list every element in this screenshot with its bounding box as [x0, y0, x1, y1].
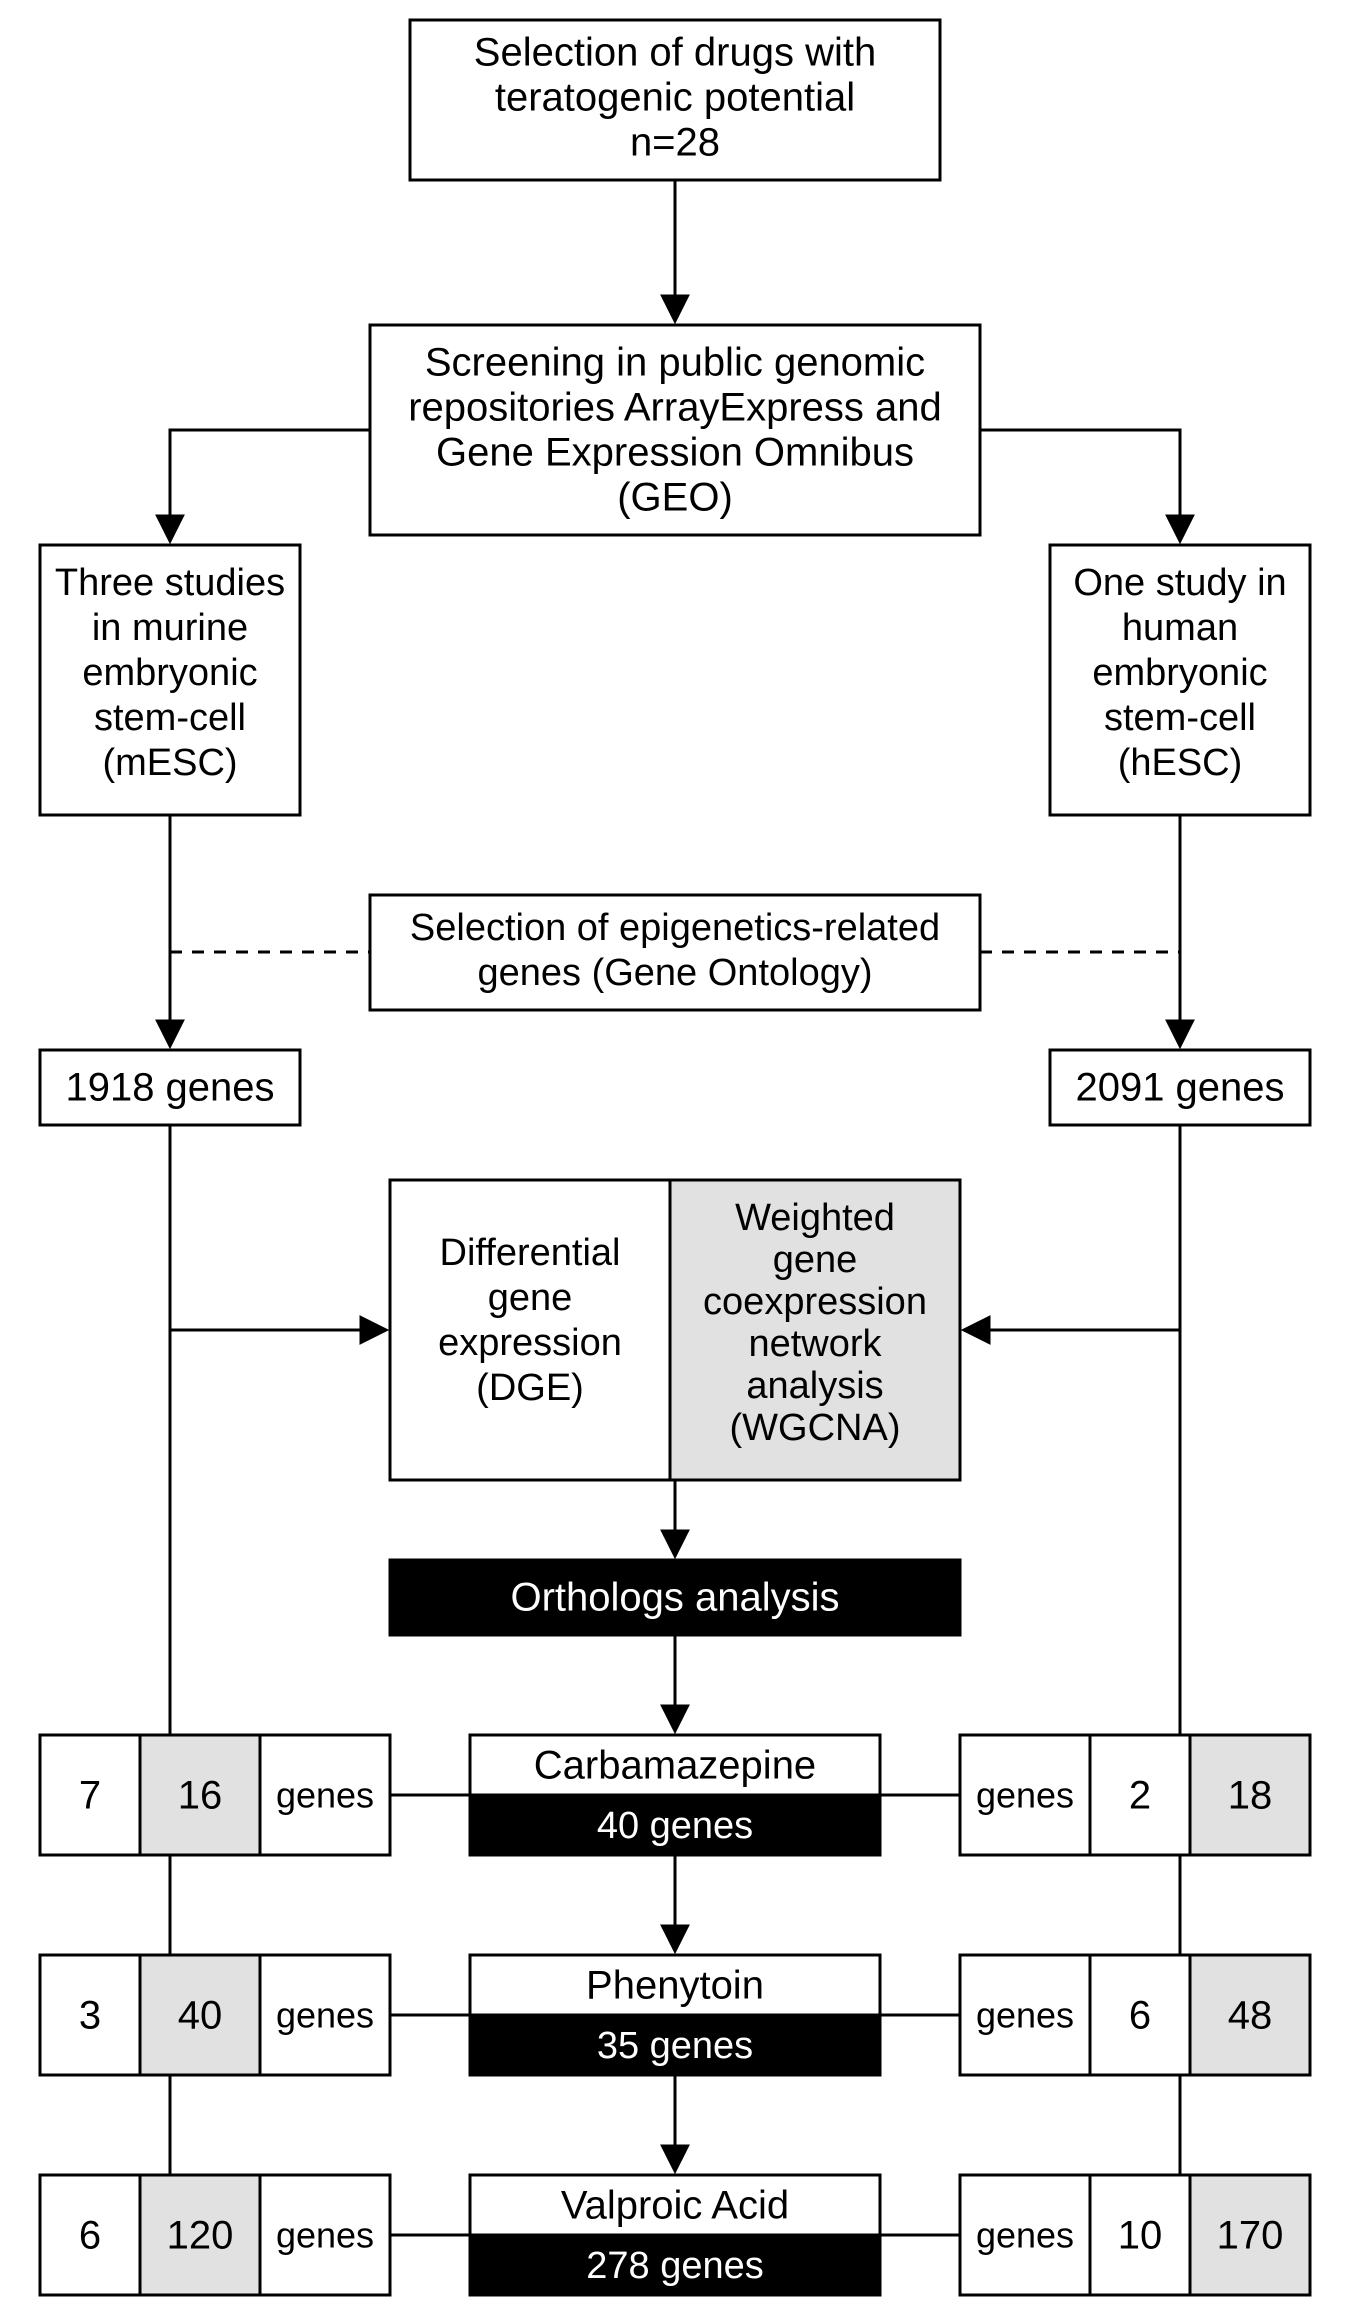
lp-dge: 3 [79, 1994, 101, 2038]
rv-unit: genes [976, 2215, 1074, 2256]
rp-wgcna: 48 [1228, 1994, 1273, 2038]
wgcna-l6: (WGCNA) [730, 1407, 901, 1449]
dge-l4: (DGE) [476, 1367, 584, 1409]
mesc-l4: stem-cell [94, 697, 246, 739]
wgcna-l1: Weighted [735, 1197, 895, 1239]
hesc-l3: embryonic [1092, 652, 1267, 694]
edge-screen-hesc [980, 430, 1180, 540]
ortho-label: Orthologs analysis [510, 1576, 839, 1620]
phen-drug: Phenytoin [586, 1964, 764, 2008]
flowchart-diagram: Selection of drugs with teratogenic pote… [0, 0, 1350, 2319]
g2091-label: 2091 genes [1075, 1066, 1284, 1110]
dge-l2: gene [488, 1277, 573, 1319]
phen-genes: 35 genes [597, 2025, 753, 2067]
hesc-l2: human [1122, 607, 1238, 649]
screen-l2: repositories ArrayExpress and [408, 386, 942, 430]
screen-l1: Screening in public genomic [425, 341, 925, 385]
epig-l1: Selection of epigenetics-related [410, 907, 940, 949]
edge-screen-mesc [170, 430, 370, 540]
lp-unit: genes [276, 1995, 374, 2036]
dge-l1: Differential [440, 1232, 621, 1274]
wgcna-l3: coexpression [703, 1281, 927, 1323]
rc-dge: 2 [1129, 1774, 1151, 1818]
hesc-l5: (hESC) [1118, 742, 1243, 784]
mesc-l1: Three studies [55, 562, 285, 604]
rp-dge: 6 [1129, 1994, 1151, 2038]
lv-dge: 6 [79, 2214, 101, 2258]
top-l1: Selection of drugs with [474, 31, 876, 75]
lc-wgcna: 16 [178, 1774, 223, 1818]
lp-wgcna: 40 [178, 1994, 223, 2038]
g1918-label: 1918 genes [65, 1066, 274, 1110]
wgcna-l5: analysis [746, 1365, 883, 1407]
edge-g2091-analysis [965, 1125, 1180, 1330]
wgcna-l4: network [748, 1323, 882, 1365]
rv-dge: 10 [1118, 2214, 1163, 2258]
mesc-l2: in murine [92, 607, 248, 649]
screen-l3: Gene Expression Omnibus [436, 431, 914, 475]
rc-unit: genes [976, 1775, 1074, 1816]
edge-g1918-analysis [170, 1125, 385, 1330]
top-l2: teratogenic potential [495, 76, 855, 120]
mesc-l5: (mESC) [102, 742, 237, 784]
carb-genes: 40 genes [597, 1805, 753, 1847]
epig-l2: genes (Gene Ontology) [477, 952, 872, 994]
rc-wgcna: 18 [1228, 1774, 1273, 1818]
top-l3: n=28 [630, 121, 720, 165]
carb-drug: Carbamazepine [534, 1744, 816, 1788]
lc-dge: 7 [79, 1774, 101, 1818]
lv-wgcna: 120 [167, 2214, 234, 2258]
vpa-genes: 278 genes [586, 2245, 764, 2287]
lc-unit: genes [276, 1775, 374, 1816]
mesc-l3: embryonic [82, 652, 257, 694]
dge-l3: expression [438, 1322, 622, 1364]
rp-unit: genes [976, 1995, 1074, 2036]
vpa-drug: Valproic Acid [561, 2184, 789, 2228]
rv-wgcna: 170 [1217, 2214, 1284, 2258]
hesc-l4: stem-cell [1104, 697, 1256, 739]
hesc-l1: One study in [1073, 562, 1286, 604]
wgcna-l2: gene [773, 1239, 858, 1281]
lv-unit: genes [276, 2215, 374, 2256]
screen-l4: (GEO) [617, 476, 733, 520]
